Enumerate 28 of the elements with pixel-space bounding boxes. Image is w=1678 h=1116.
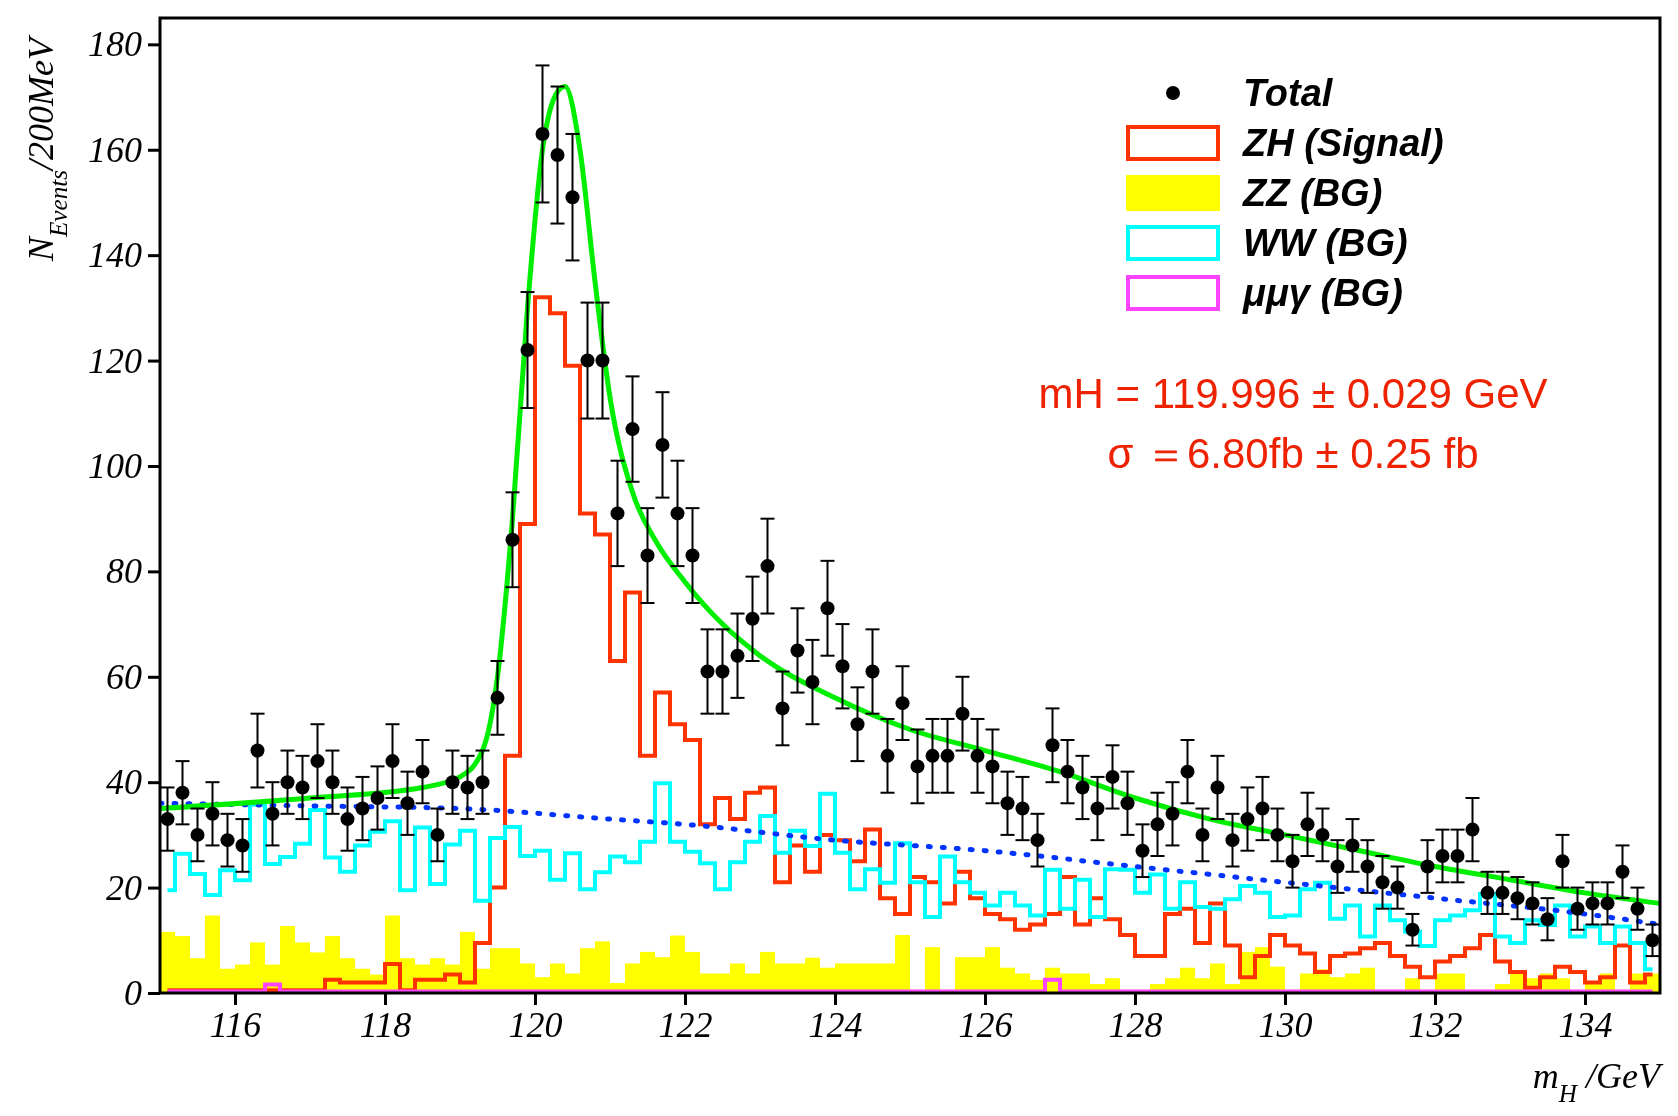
legend-label: μμγ (BG)	[1242, 272, 1403, 315]
y-tick-label: 180	[88, 24, 142, 65]
x-tick-label: 122	[658, 1004, 713, 1045]
y-tick-label: 140	[88, 235, 142, 276]
x-tick-label: 124	[808, 1004, 863, 1045]
x-tick-label: 118	[359, 1004, 412, 1045]
y-tick-label: 20	[106, 867, 142, 908]
x-tick-label: 132	[1408, 1004, 1463, 1045]
legend-label: ZH (Signal)	[1242, 122, 1444, 165]
legend-label: ZZ (BG)	[1242, 172, 1383, 215]
y-tick-label: 40	[106, 762, 142, 803]
y-tick-label: 100	[88, 445, 142, 486]
x-tick-label: 134	[1558, 1004, 1613, 1045]
legend-label: Total	[1243, 72, 1334, 115]
y-tick-label: 120	[88, 340, 142, 381]
y-tick-label: 160	[88, 129, 142, 170]
x-axis-title: m$_{H}$ /GeV	[1532, 1056, 1665, 1107]
x-tick-label: 130	[1258, 1004, 1313, 1045]
legend-label: WW (BG)	[1243, 222, 1408, 265]
x-tick-label: 120	[508, 1004, 563, 1045]
y-tick-label: 0	[124, 973, 142, 1014]
annotation: σ ＝6.80fb ± 0.25 fb	[1107, 430, 1479, 477]
x-tick-label: 116	[209, 1004, 262, 1045]
annotation: mH = 119.996 ± 0.029 GeV	[1038, 370, 1548, 417]
x-tick-label: 128	[1108, 1004, 1163, 1045]
y-tick-label: 60	[106, 656, 142, 697]
x-tick-label: 126	[958, 1004, 1013, 1045]
y-tick-label: 80	[106, 551, 142, 592]
